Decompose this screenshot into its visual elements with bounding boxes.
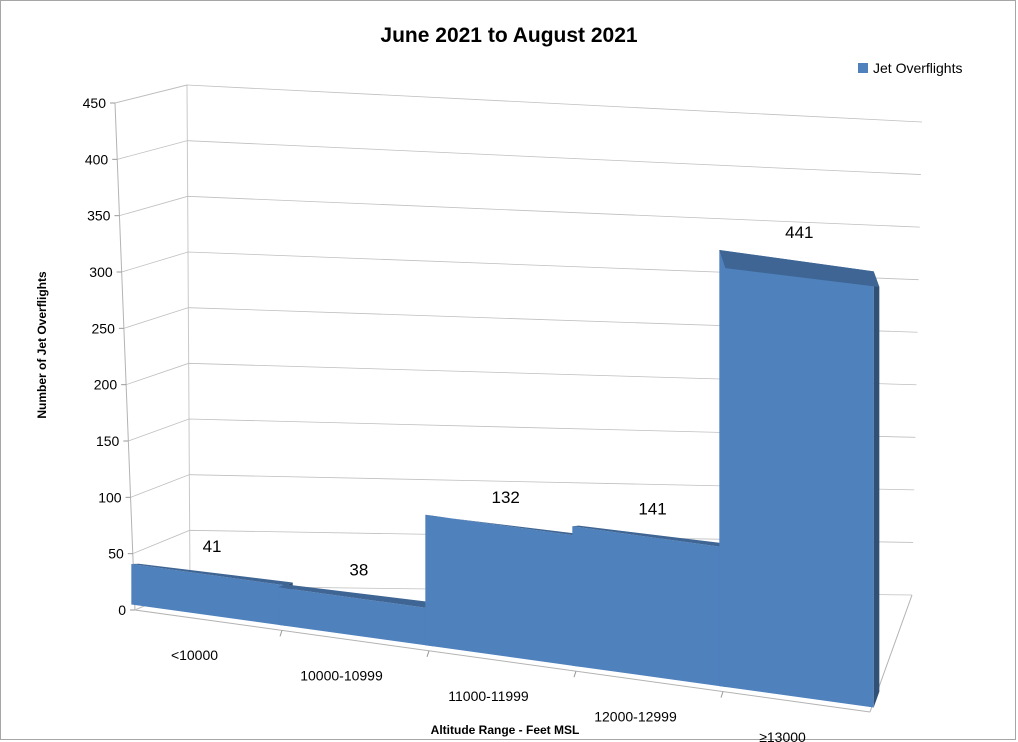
y-tick-label: 0 <box>118 602 126 618</box>
bar-front <box>278 587 433 647</box>
bar <box>719 249 880 708</box>
chart-title: June 2021 to August 2021 <box>380 24 638 47</box>
x-tick-mark <box>426 650 430 657</box>
data-label: 41 <box>203 537 222 556</box>
x-tick-mark <box>573 671 577 678</box>
bar <box>425 514 587 667</box>
x-tick-label: ≥13000 <box>759 729 806 742</box>
bar-front <box>572 526 727 688</box>
y-tick-label: 300 <box>89 264 113 280</box>
y-axis-title: Number of Jet Overflights <box>35 271 49 419</box>
gridline <box>119 195 920 228</box>
legend-label: Jet Overflights <box>873 60 963 76</box>
bar-side <box>873 271 880 708</box>
x-axis-title: Altitude Range - Feet MSL <box>431 723 580 737</box>
bar <box>572 525 733 688</box>
y-tick-label: 350 <box>87 208 111 224</box>
bar <box>278 584 440 647</box>
y-tick-label: 250 <box>92 320 116 336</box>
gridline <box>123 307 918 333</box>
y-axis-ticks: 0 50 100 150 200 250 300 350 400 450 <box>83 95 135 618</box>
y-tick-label: 450 <box>83 95 107 111</box>
y-tick-label: 150 <box>96 433 120 449</box>
data-label: 132 <box>491 488 519 507</box>
y-tick-label: 400 <box>85 151 109 167</box>
data-label: 441 <box>785 223 813 242</box>
x-tick-label: 10000-10999 <box>300 668 383 684</box>
x-tick-label: <10000 <box>171 647 218 663</box>
bar-front <box>719 249 874 708</box>
bar-top <box>719 249 880 287</box>
x-axis-ticks: <10000 10000-10999 11000-11999 12000-12999 ≥… <box>171 630 806 742</box>
x-tick-mark <box>279 630 283 637</box>
bar-front <box>425 514 580 667</box>
bar-top <box>572 525 733 548</box>
legend-swatch <box>858 63 868 73</box>
gridline <box>130 474 915 498</box>
bar-front <box>131 563 286 626</box>
gridline <box>128 418 916 442</box>
y-tick-label: 100 <box>98 489 122 505</box>
gridline <box>117 140 921 175</box>
data-label: 141 <box>638 499 666 518</box>
x-tick-mark <box>720 691 724 698</box>
y-tick-label: 50 <box>108 546 124 562</box>
side-wall-edge <box>114 84 191 611</box>
bar-top <box>131 563 293 586</box>
data-labels: 41 38 132 141 441 <box>203 223 814 579</box>
bar-top <box>278 584 440 609</box>
bar-top <box>425 514 587 537</box>
gridline <box>125 362 917 386</box>
x-tick-label: 11000-11999 <box>448 688 529 704</box>
gridline <box>121 251 919 281</box>
gridline <box>114 84 923 123</box>
bars <box>131 249 880 708</box>
legend: Jet Overflights <box>858 60 962 76</box>
data-label: 38 <box>349 560 368 579</box>
y-tick-label: 200 <box>94 377 118 393</box>
bar <box>131 563 293 626</box>
x-tick-label: 12000-12999 <box>594 708 677 724</box>
